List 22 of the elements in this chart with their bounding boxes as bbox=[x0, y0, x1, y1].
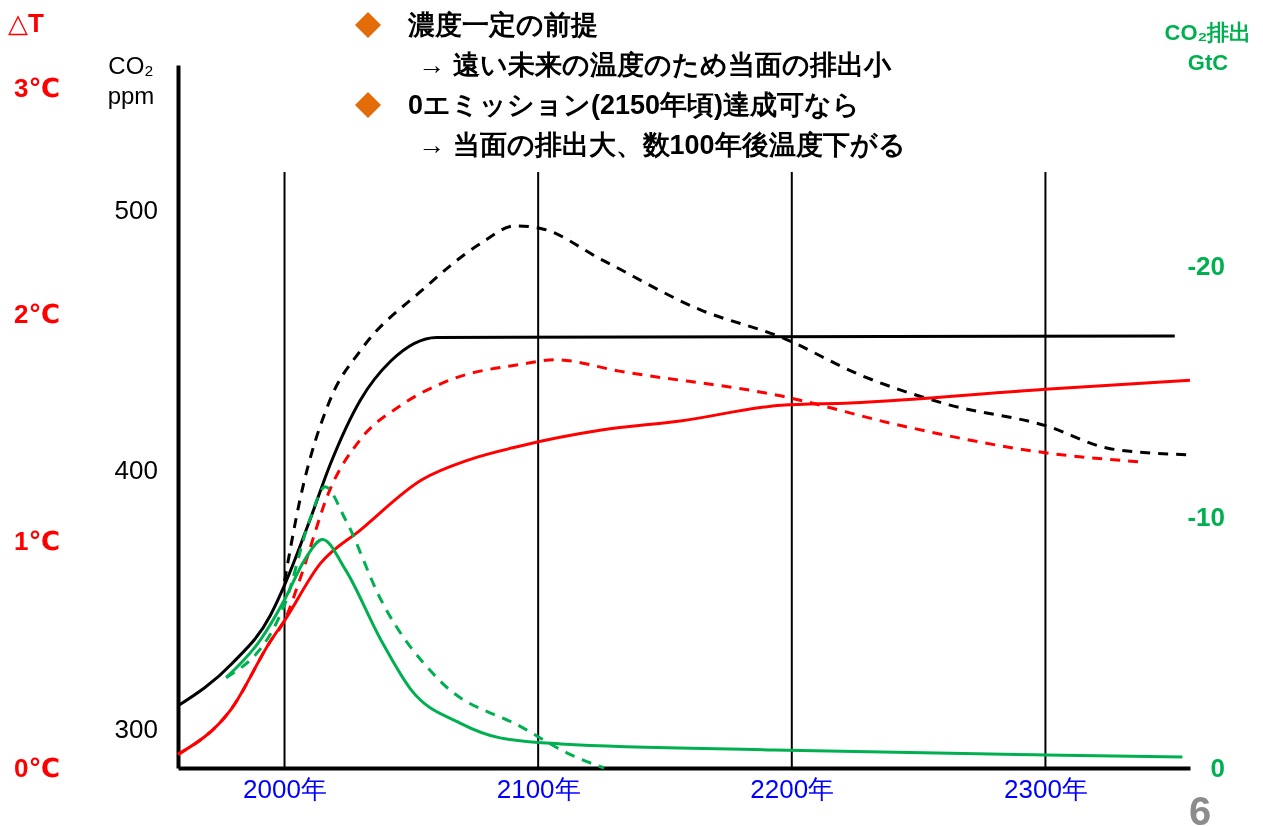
y3-tick-label: 0℃ bbox=[14, 752, 60, 783]
y3-axis-title: △T bbox=[8, 8, 44, 38]
y2-axis-title: CO₂排出 GtC bbox=[1164, 20, 1252, 75]
y-tick-label: 400 bbox=[114, 454, 158, 485]
annotation: → 遠い未来の温度のため当面の排出小 bbox=[418, 50, 892, 80]
x-tick-label: 2300年 bbox=[1004, 774, 1088, 805]
y2-tick-label: -20 bbox=[1187, 250, 1225, 281]
x-tick-label: 2100年 bbox=[496, 774, 581, 805]
annotation: 0エミッション(2150年頃)達成可なら bbox=[408, 90, 861, 120]
y-axis-title: CO₂ ppm bbox=[107, 52, 155, 109]
y-tick-label: 300 bbox=[114, 713, 158, 744]
y3-tick-label: 1℃ bbox=[14, 526, 60, 557]
y3-tick-label: 3℃ bbox=[14, 72, 60, 103]
y-tick-label: 500 bbox=[114, 195, 158, 226]
text: 6 bbox=[1188, 789, 1212, 827]
x-tick-label: 2000年 bbox=[243, 774, 327, 805]
text: 濃度一定の前提 bbox=[407, 10, 598, 40]
y2-tick-label: 0 bbox=[1210, 752, 1225, 783]
y3-tick-label: 2℃ bbox=[14, 299, 60, 330]
y2-tick-label: -10 bbox=[1187, 501, 1225, 532]
annotation: → 当面の排出大、数100年後温度下がる bbox=[418, 130, 906, 160]
x-tick-label: 2200年 bbox=[750, 774, 835, 805]
